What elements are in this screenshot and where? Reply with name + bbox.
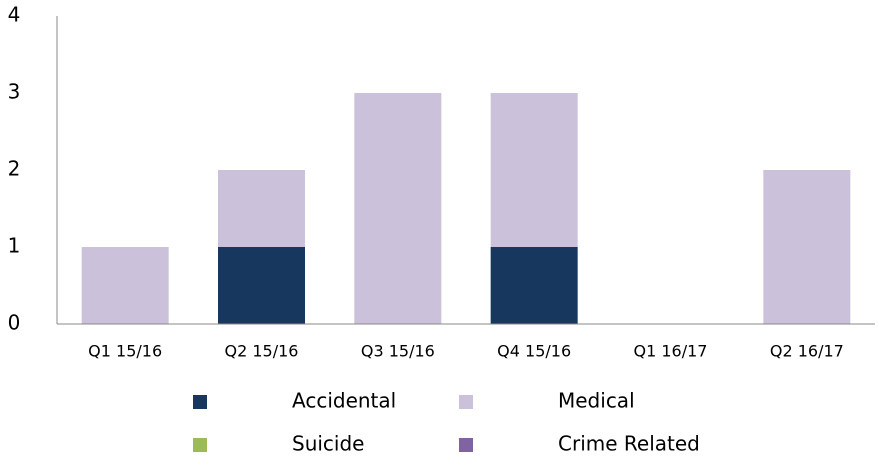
y-tick-label: 0: [8, 311, 21, 335]
legend-label: Suicide: [292, 432, 364, 456]
legend-swatch: [193, 395, 207, 409]
legend-swatch: [459, 438, 473, 452]
x-tick-label: Q1 15/16: [88, 342, 162, 361]
bar-segment: [490, 247, 578, 324]
bar-segment: [490, 93, 578, 247]
legend-swatch: [193, 438, 207, 452]
bar-segment: [218, 170, 305, 247]
x-tick-label: Q3 15/16: [361, 342, 435, 361]
x-tick-label: Q2 15/16: [225, 342, 299, 361]
x-tick-label: Q2 16/17: [770, 342, 844, 361]
bar-segment: [763, 170, 851, 324]
y-tick-label: 3: [8, 80, 21, 104]
bar-segment: [81, 247, 169, 324]
x-tick-label: Q4 15/16: [497, 342, 571, 361]
bar-segment: [354, 93, 442, 324]
legend-label: Crime Related: [558, 432, 700, 456]
y-tick-label: 2: [8, 157, 21, 181]
y-tick-label: 1: [8, 234, 21, 258]
bar-segment: [218, 247, 305, 324]
legend-swatch: [459, 395, 473, 409]
y-tick-label: 4: [8, 3, 21, 27]
x-tick-label: Q1 16/17: [634, 342, 708, 361]
legend-label: Medical: [558, 389, 635, 413]
legend-label: Accidental: [292, 389, 396, 413]
